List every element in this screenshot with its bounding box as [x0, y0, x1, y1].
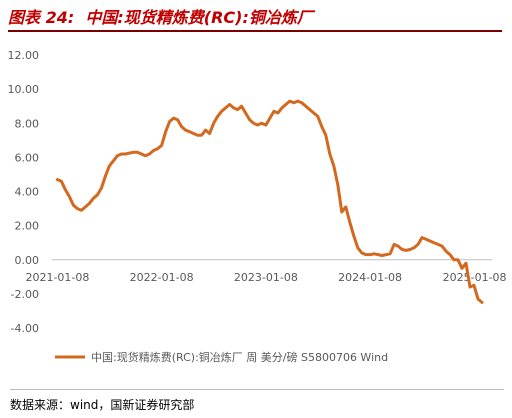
- source-rule: [10, 389, 504, 390]
- x-tick-label: 2021-01-08: [25, 271, 89, 284]
- legend-label: 中国:现货精炼费(RC):铜冶炼厂 周 美分/磅 S5800706 Wind: [91, 350, 388, 364]
- figure-title: 图表 24: 中国:现货精炼费(RC):铜冶炼厂: [8, 4, 313, 28]
- x-tick-label: 2025-01-08: [443, 271, 507, 284]
- series-line: [55, 99, 484, 304]
- title-rule: [8, 30, 502, 32]
- y-tick-label: 0.00: [15, 254, 40, 267]
- x-axis-labels: 2021-01-08 2022-01-08 2023-01-08 2024-01-08…: [25, 271, 506, 284]
- y-tick-label: 4.00: [15, 186, 40, 199]
- figure-label: 图表 24:: [8, 8, 75, 27]
- x-tick-label: 2023-01-08: [234, 271, 298, 284]
- y-tick-label: 6.00: [15, 151, 40, 164]
- y-tick-label: 10.00: [8, 83, 40, 96]
- y-tick-label: -2.00: [11, 288, 39, 301]
- x-tick-label: 2022-01-08: [130, 271, 194, 284]
- y-tick-label: 8.00: [15, 117, 40, 130]
- y-tick-label: 2.00: [15, 220, 40, 233]
- y-axis-labels: 12.00 10.00 8.00 6.00 4.00 2.00 0.00 -2.00 -4.00: [8, 49, 40, 335]
- y-tick-label: -4.00: [11, 322, 39, 335]
- legend: 中国:现货精炼费(RC):铜冶炼厂 周 美分/磅 S5800706 Wind: [55, 350, 388, 364]
- x-tick-label: 2024-01-08: [338, 271, 402, 284]
- figure-title-text: 中国:现货精炼费(RC):铜冶炼厂: [85, 8, 313, 27]
- y-tick-label: 12.00: [8, 49, 40, 62]
- source-note: 数据来源：wind，国新证券研究部: [10, 398, 195, 412]
